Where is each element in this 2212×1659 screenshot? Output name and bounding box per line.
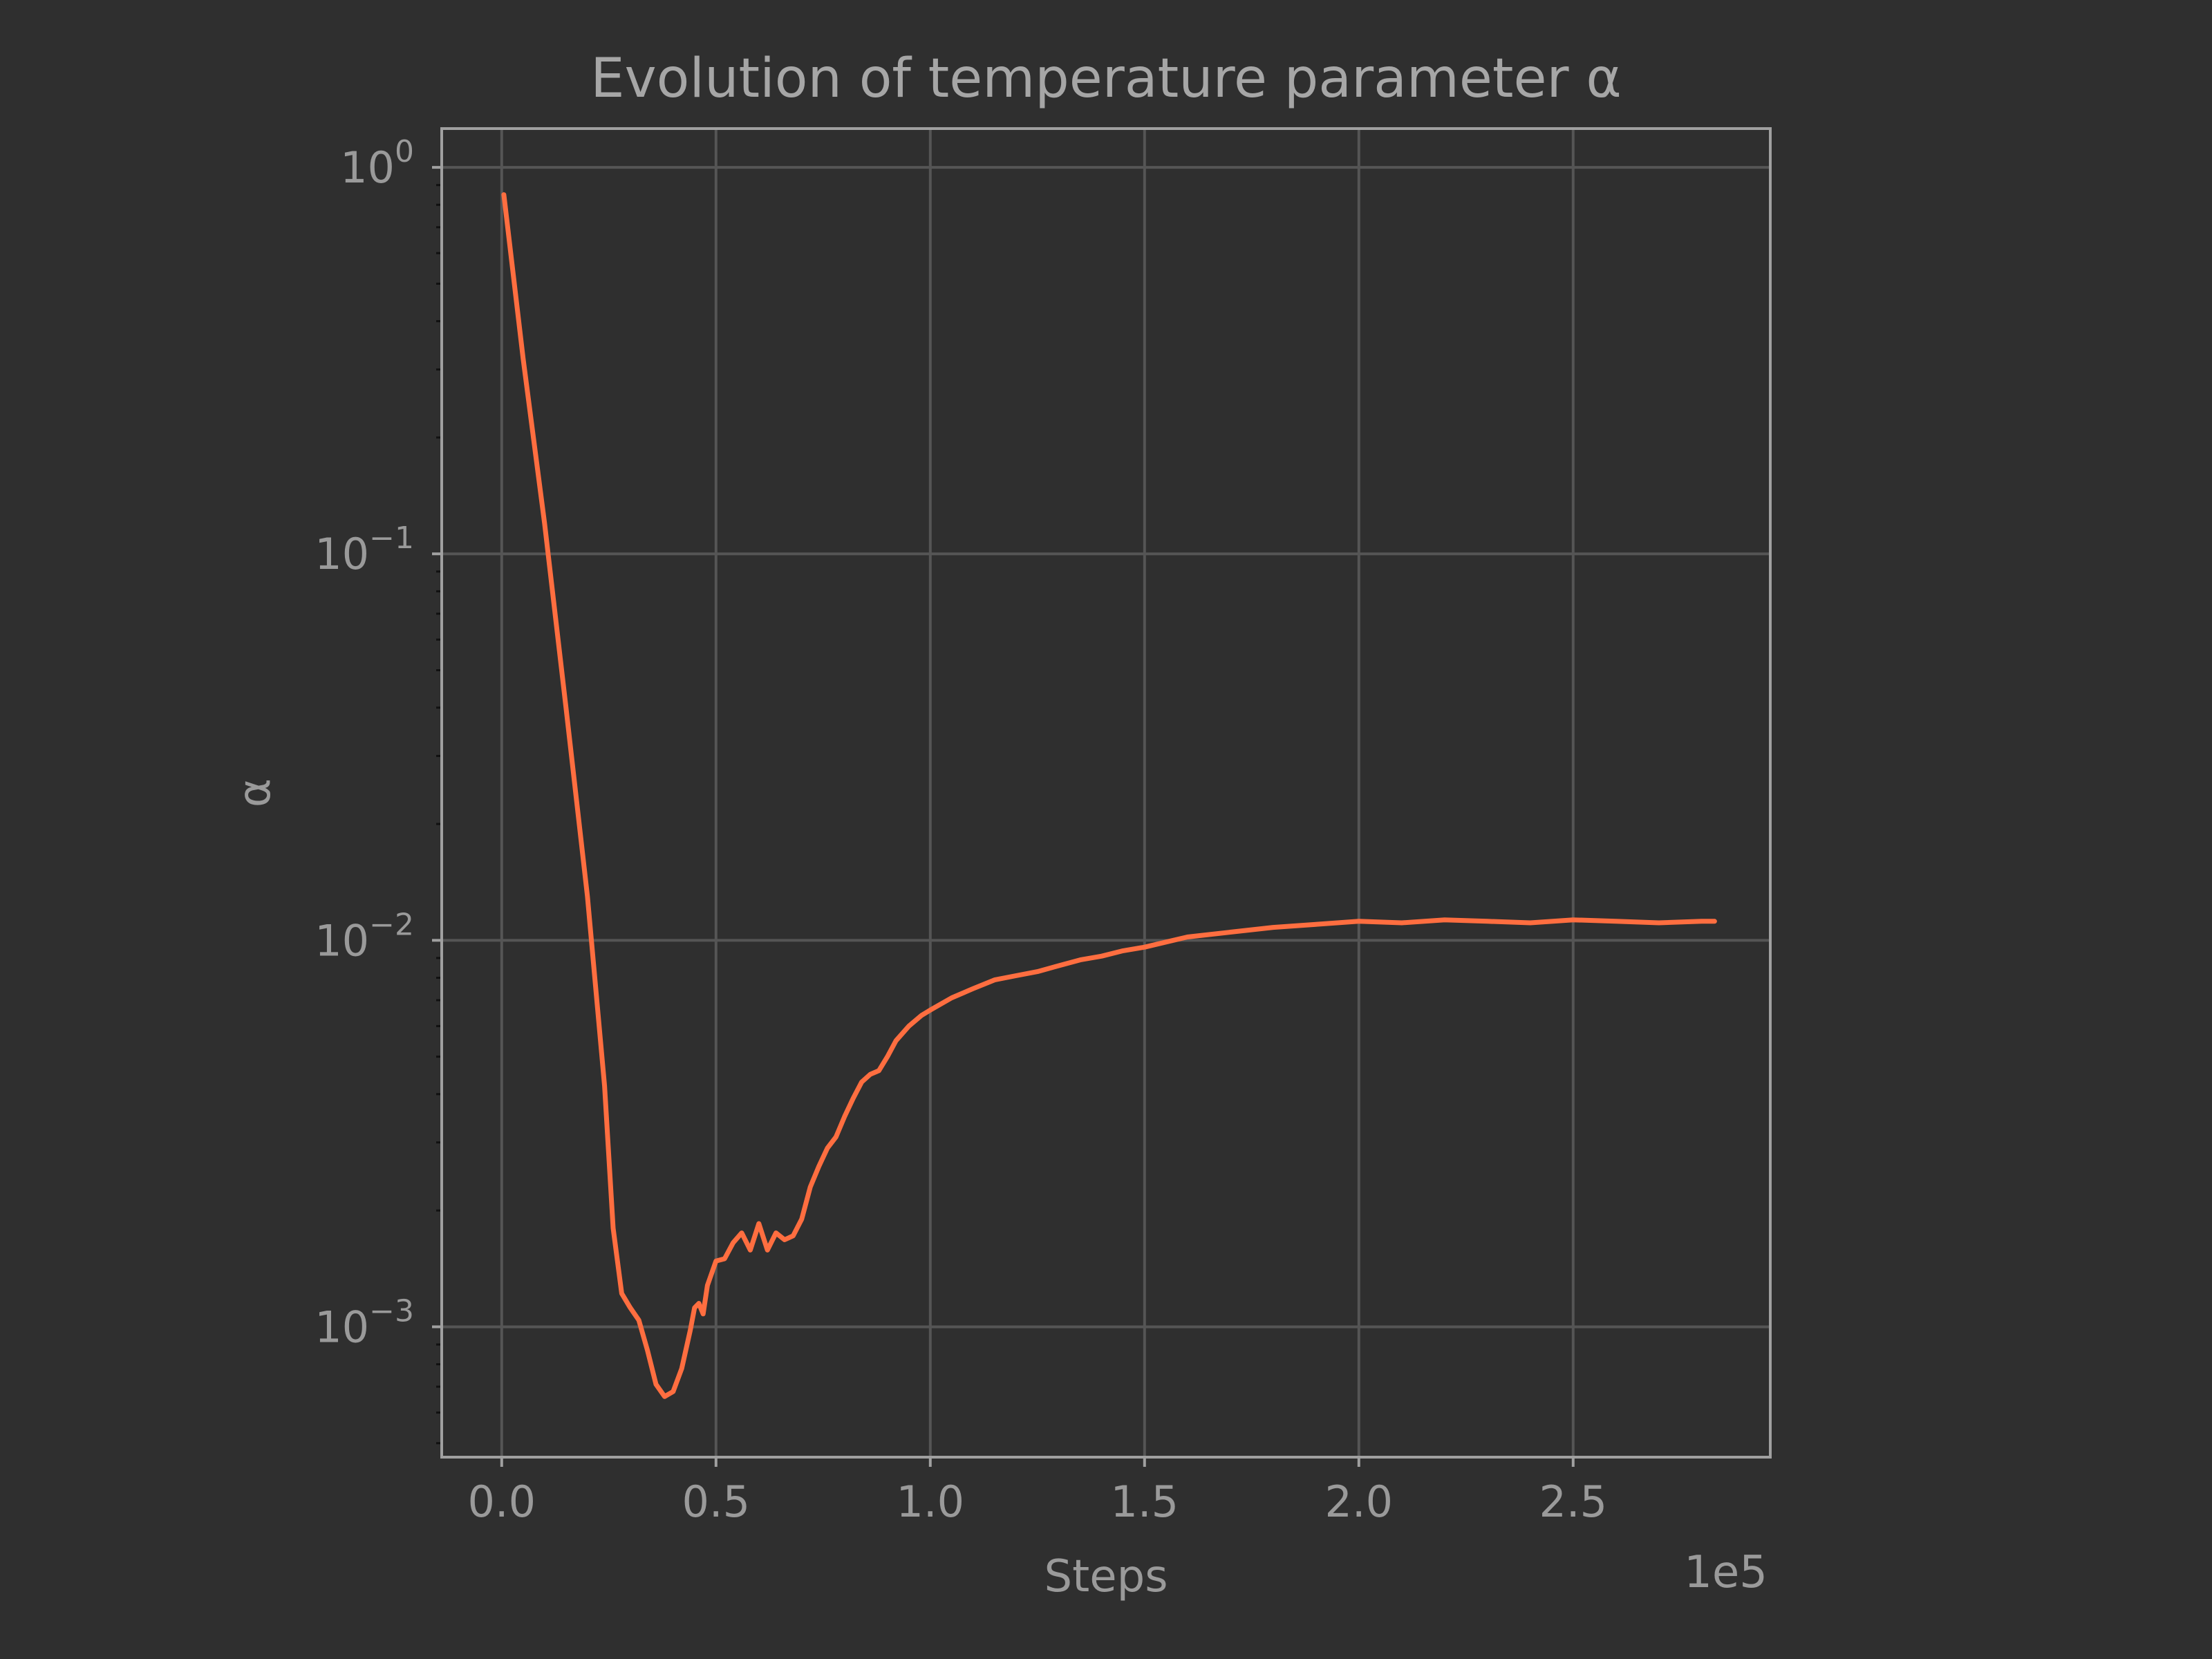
y-tick-labels: 100 10−1 10−2 10−3 bbox=[315, 134, 414, 1352]
x-tick-label: 1.5 bbox=[1110, 1477, 1179, 1527]
chart-title: Evolution of temperature parameter α bbox=[590, 48, 1622, 110]
y-axis-label: α bbox=[229, 778, 281, 807]
x-tick-label: 2.5 bbox=[1539, 1477, 1607, 1527]
y-tick-label: 10−2 bbox=[315, 907, 414, 966]
y-tick-label: 10−3 bbox=[315, 1293, 414, 1352]
y-tick-label: 10−1 bbox=[315, 521, 414, 579]
x-tick-label: 1.0 bbox=[896, 1477, 964, 1527]
grid-lines bbox=[442, 129, 1770, 1457]
x-tick-label: 0.5 bbox=[682, 1477, 750, 1527]
x-tick-label: 0.0 bbox=[467, 1477, 536, 1527]
x-axis-label: Steps bbox=[1044, 1551, 1168, 1602]
series-layer bbox=[501, 192, 1717, 1399]
x-offset-text: 1e5 bbox=[1684, 1547, 1768, 1598]
y-tick-label: 100 bbox=[340, 134, 414, 193]
x-tick-label: 2.0 bbox=[1324, 1477, 1393, 1527]
alpha-series-line bbox=[501, 192, 1717, 1399]
x-tick-labels: 0.0 0.5 1.0 1.5 2.0 2.5 bbox=[467, 1477, 1607, 1527]
plot-frame bbox=[440, 127, 1772, 1459]
